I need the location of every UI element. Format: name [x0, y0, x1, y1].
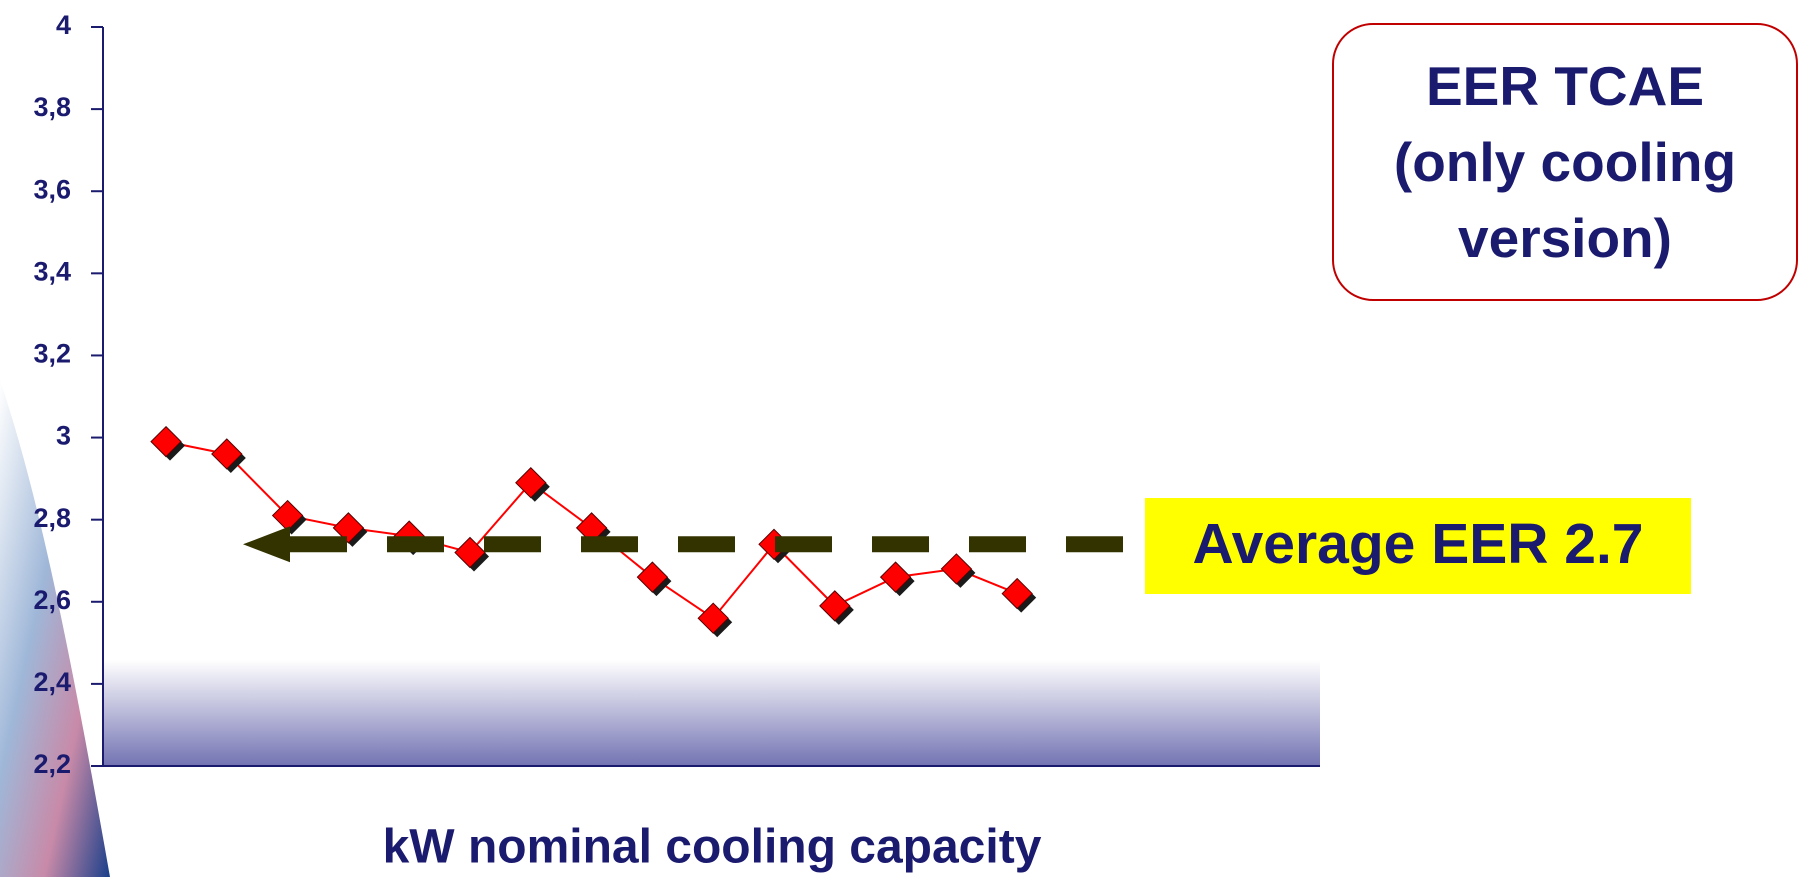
decoration — [0, 380, 110, 877]
x-axis-label: kW nominal cooling capacity — [383, 821, 1042, 874]
y-tick-label: 2,2 — [33, 749, 71, 779]
y-tick-label: 2,4 — [33, 667, 71, 697]
y-tick-label: 3,4 — [33, 256, 71, 286]
y-tick-label: 3,8 — [33, 92, 71, 122]
data-point — [637, 562, 671, 596]
y-tick-label: 3,6 — [33, 174, 71, 204]
data-point — [881, 562, 915, 596]
data-point — [941, 554, 975, 588]
chart: EER TCAE(only coolingversion) kW nominal… — [0, 0, 1800, 877]
arrow-head — [243, 526, 290, 562]
average-label: Average EER 2.7 — [1193, 512, 1644, 576]
y-tick-label: 2,8 — [33, 503, 71, 533]
data-point — [1002, 579, 1036, 613]
y-tick-label: 4 — [56, 10, 71, 40]
plot-shade — [103, 660, 1320, 766]
y-tick-label: 3 — [56, 421, 71, 451]
y-tick-label: 2,6 — [33, 585, 71, 615]
data-point — [151, 427, 185, 461]
data-point — [516, 468, 550, 502]
data-point — [455, 538, 489, 572]
data-point — [698, 603, 732, 637]
y-tick-label: 3,2 — [33, 339, 71, 369]
